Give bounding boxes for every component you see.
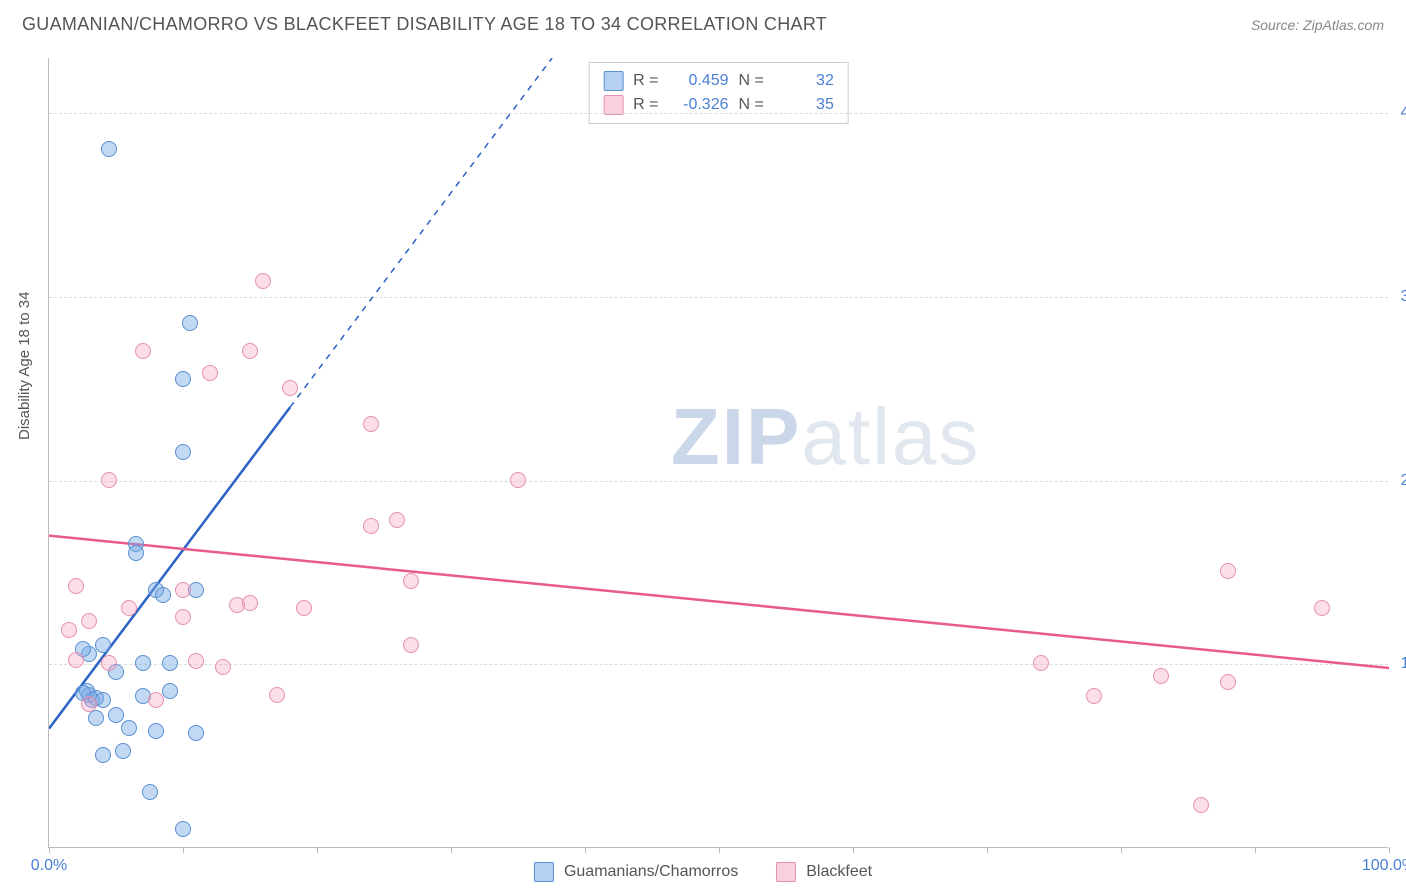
data-point <box>135 655 151 671</box>
data-point <box>162 655 178 671</box>
pink-swatch-icon <box>776 862 796 882</box>
data-point <box>175 444 191 460</box>
data-point <box>148 723 164 739</box>
chart-title: GUAMANIAN/CHAMORRO VS BLACKFEET DISABILI… <box>22 14 827 35</box>
data-point <box>296 600 312 616</box>
x-tick <box>183 847 184 853</box>
source-label: Source: ZipAtlas.com <box>1251 17 1384 33</box>
data-point <box>282 380 298 396</box>
data-point <box>175 609 191 625</box>
data-point <box>162 683 178 699</box>
data-point <box>175 582 191 598</box>
x-tick <box>853 847 854 853</box>
x-tick <box>317 847 318 853</box>
data-point <box>363 416 379 432</box>
x-tick <box>1389 847 1390 853</box>
data-point <box>510 472 526 488</box>
data-point <box>403 637 419 653</box>
blue-swatch-icon <box>534 862 554 882</box>
data-point <box>95 747 111 763</box>
data-point <box>242 595 258 611</box>
data-point <box>108 707 124 723</box>
plot-area: ZIPatlas R = 0.459 N = 32 R = -0.326 N =… <box>48 58 1388 848</box>
data-point <box>142 784 158 800</box>
data-point <box>363 518 379 534</box>
x-tick <box>1121 847 1122 853</box>
data-point <box>1086 688 1102 704</box>
legend-item-guamanians: Guamanians/Chamorros <box>534 862 738 882</box>
scatter-chart: ZIPatlas R = 0.459 N = 32 R = -0.326 N =… <box>48 58 1388 848</box>
data-point <box>182 315 198 331</box>
data-point <box>121 720 137 736</box>
data-point <box>175 821 191 837</box>
legend-row-blue: R = 0.459 N = 32 <box>603 69 834 93</box>
legend-item-blackfeet: Blackfeet <box>776 862 872 882</box>
x-tick <box>719 847 720 853</box>
data-point <box>81 696 97 712</box>
data-point <box>121 600 137 616</box>
data-point <box>68 578 84 594</box>
data-point <box>88 710 104 726</box>
data-point <box>61 622 77 638</box>
gridline-h <box>49 113 1388 114</box>
data-point <box>101 472 117 488</box>
data-point <box>1153 668 1169 684</box>
data-point <box>188 725 204 741</box>
data-point <box>101 655 117 671</box>
x-tick <box>49 847 50 853</box>
data-point <box>115 743 131 759</box>
data-point <box>1314 600 1330 616</box>
data-point <box>95 637 111 653</box>
gridline-h <box>49 297 1388 298</box>
y-tick-label: 40.0% <box>1401 104 1406 122</box>
y-tick-label: 20.0% <box>1401 472 1406 490</box>
x-tick-label: 100.0% <box>1362 857 1406 875</box>
x-tick <box>451 847 452 853</box>
data-point <box>255 273 271 289</box>
y-tick-label: 10.0% <box>1401 655 1406 673</box>
data-point <box>175 371 191 387</box>
watermark: ZIPatlas <box>671 391 980 483</box>
data-point <box>188 653 204 669</box>
data-point <box>1033 655 1049 671</box>
series-legend: Guamanians/Chamorros Blackfeet <box>534 862 872 882</box>
data-point <box>135 343 151 359</box>
data-point <box>128 545 144 561</box>
data-point <box>1220 563 1236 579</box>
x-tick <box>987 847 988 853</box>
pink-swatch-icon <box>603 95 623 115</box>
data-point <box>68 652 84 668</box>
trendlines <box>49 58 1389 848</box>
blue-swatch-icon <box>603 71 623 91</box>
x-tick <box>585 847 586 853</box>
correlation-legend: R = 0.459 N = 32 R = -0.326 N = 35 <box>588 62 849 124</box>
x-tick-label: 0.0% <box>31 857 67 875</box>
data-point <box>403 573 419 589</box>
data-point <box>95 692 111 708</box>
data-point <box>242 343 258 359</box>
data-point <box>1193 797 1209 813</box>
data-point <box>389 512 405 528</box>
y-tick-label: 30.0% <box>1401 288 1406 306</box>
y-axis-label: Disability Age 18 to 34 <box>16 292 33 440</box>
x-tick <box>1255 847 1256 853</box>
data-point <box>81 613 97 629</box>
data-point <box>1220 674 1236 690</box>
data-point <box>202 365 218 381</box>
data-point <box>148 692 164 708</box>
data-point <box>155 587 171 603</box>
gridline-h <box>49 664 1388 665</box>
data-point <box>269 687 285 703</box>
gridline-h <box>49 481 1388 482</box>
data-point <box>215 659 231 675</box>
data-point <box>101 141 117 157</box>
